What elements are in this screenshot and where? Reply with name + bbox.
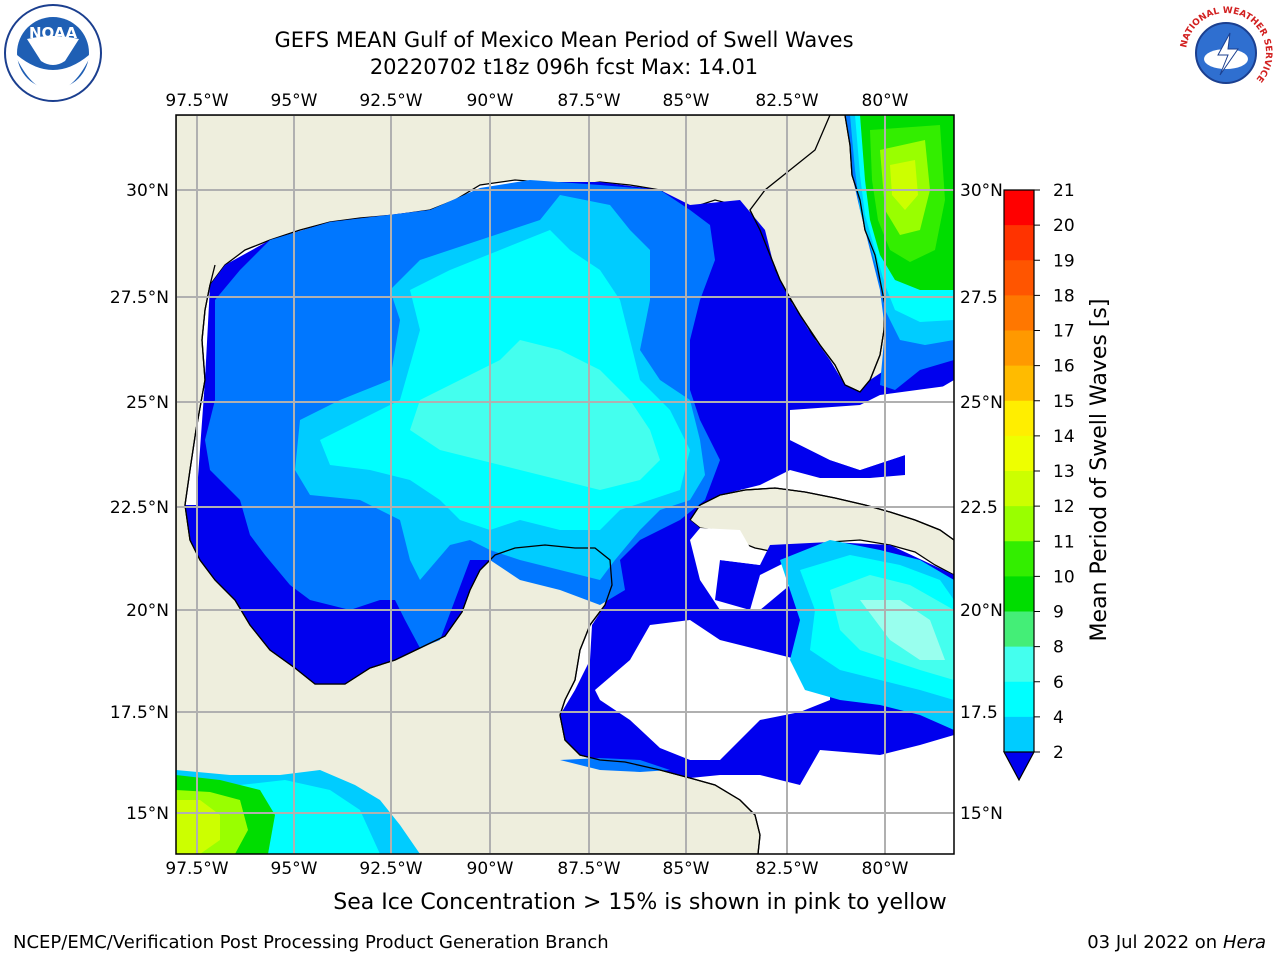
footer-credit: NCEP/EMC/Verification Post Processing Pr… xyxy=(13,932,609,953)
lat-tick-left: 20°N xyxy=(126,601,169,621)
colorbar-tick-label: 8 xyxy=(1053,638,1064,658)
map-gridlines xyxy=(176,115,954,854)
swell-contour-region xyxy=(860,600,945,660)
colorbar-segment xyxy=(1004,400,1034,437)
colorbar-under-arrow xyxy=(1002,751,1036,782)
colorbar-segment xyxy=(1004,681,1034,718)
swell-contour-region xyxy=(595,620,830,760)
colorbar-segment xyxy=(1004,646,1034,683)
colorbar-segment xyxy=(1004,225,1034,261)
swell-contour-region xyxy=(690,528,790,610)
colorbar-segment xyxy=(1004,435,1034,472)
lon-tick-bottom: 85°W xyxy=(663,859,710,879)
lat-tick-right: 17.5 xyxy=(960,703,998,723)
swell-contour-region xyxy=(565,720,690,778)
colorbar-tick-label: 6 xyxy=(1053,673,1064,693)
lat-tick-right: 27.5 xyxy=(960,288,998,308)
lon-tick-top: 82.5°W xyxy=(755,91,818,111)
lat-tick-left: 17.5°N xyxy=(110,703,169,723)
colorbar-segment xyxy=(1004,330,1034,367)
colorbar-tick-label: 13 xyxy=(1053,462,1075,482)
colorbar-segment xyxy=(1004,190,1034,226)
lon-tick-bottom: 80°W xyxy=(862,859,909,879)
footer-date-text: 03 Jul 2022 on xyxy=(1087,932,1223,953)
lat-tick-left: 27.5°N xyxy=(110,288,169,308)
colorbar-tick-label: 10 xyxy=(1053,567,1075,587)
colorbar-segment xyxy=(1004,611,1034,648)
lat-tick-left: 25°N xyxy=(126,393,169,413)
colorbar-tick-label: 2 xyxy=(1053,743,1064,763)
lon-tick-top: 90°W xyxy=(467,91,514,111)
lat-tick-left: 22.5°N xyxy=(110,498,169,518)
colorbar-tick-label: 14 xyxy=(1053,427,1075,447)
lon-tick-bottom: 92.5°W xyxy=(359,859,422,879)
colorbar-tick-label: 18 xyxy=(1053,286,1075,306)
swell-contour-region xyxy=(560,758,670,772)
colorbar-segment xyxy=(1004,260,1034,296)
lon-tick-top: 95°W xyxy=(271,91,318,111)
lat-tick-left: 30°N xyxy=(126,181,169,201)
colorbar-segment xyxy=(1004,541,1034,577)
lat-tick-right: 22.5 xyxy=(960,498,998,518)
noaa-logo: NOAA xyxy=(3,3,103,103)
swell-contour-region xyxy=(790,385,954,475)
lon-tick-bottom: 97.5°W xyxy=(165,859,228,879)
colorbar-segment xyxy=(1004,365,1034,402)
map-frame xyxy=(175,114,955,855)
colorbar-segment xyxy=(1004,716,1034,753)
lon-tick-top: 92.5°W xyxy=(359,91,422,111)
lon-tick-bottom: 82.5°W xyxy=(755,859,818,879)
colorbar-tick-label: 4 xyxy=(1053,708,1064,728)
colorbar-label: Mean Period of Swell Waves [s] xyxy=(1087,299,1112,642)
lon-tick-top: 97.5°W xyxy=(165,91,228,111)
swell-contour-region xyxy=(410,340,660,490)
lat-tick-left: 15°N xyxy=(126,804,169,824)
lat-tick-right: 30°N xyxy=(960,181,1003,201)
colorbar-tick-label: 11 xyxy=(1053,532,1075,552)
coastline-cuba xyxy=(689,487,954,541)
colorbar-tick-label: 21 xyxy=(1053,181,1075,201)
lon-tick-top: 80°W xyxy=(862,91,909,111)
lon-tick-top: 85°W xyxy=(663,91,710,111)
coastline-florida xyxy=(749,115,886,393)
footer-date: 03 Jul 2022 on Hera xyxy=(1087,932,1266,953)
colorbar-segment xyxy=(1004,471,1034,507)
colorbar-tick-label: 20 xyxy=(1053,216,1075,236)
coastline-gulf xyxy=(184,264,761,854)
chart-title: GEFS MEAN Gulf of Mexico Mean Period of … xyxy=(274,28,854,52)
lon-tick-top: 87.5°W xyxy=(557,91,620,111)
swell-contour-region xyxy=(890,160,918,210)
lon-tick-bottom: 95°W xyxy=(271,859,318,879)
colorbar-tick-label: 16 xyxy=(1053,357,1075,377)
lat-tick-right: 20°N xyxy=(960,601,1003,621)
colorbar-tick-label: 15 xyxy=(1053,392,1075,412)
colorbar-segment xyxy=(1004,576,1034,612)
colorbar-tick-label: 19 xyxy=(1053,251,1075,271)
colorbar-tick-label: 9 xyxy=(1053,603,1064,623)
lon-tick-bottom: 87.5°W xyxy=(557,859,620,879)
sea-ice-note: Sea Ice Concentration > 15% is shown in … xyxy=(333,890,947,915)
colorbar-segment xyxy=(1004,295,1034,331)
nws-logo: NATIONAL WEATHER SERVICE xyxy=(1176,3,1276,103)
colorbar xyxy=(1002,189,1040,782)
lat-tick-right: 25°N xyxy=(960,393,1003,413)
lat-tick-right: 15°N xyxy=(960,804,1003,824)
colorbar-tick-label: 12 xyxy=(1053,497,1075,517)
footer-host: Hera xyxy=(1222,932,1266,953)
chart-subtitle: 20220702 t18z 096h fcst Max: 14.01 xyxy=(369,55,759,79)
colorbar-tick-label: 17 xyxy=(1053,322,1075,342)
noaa-logo-text: NOAA xyxy=(29,24,78,42)
lon-tick-bottom: 90°W xyxy=(467,859,514,879)
colorbar-segment xyxy=(1004,506,1034,542)
